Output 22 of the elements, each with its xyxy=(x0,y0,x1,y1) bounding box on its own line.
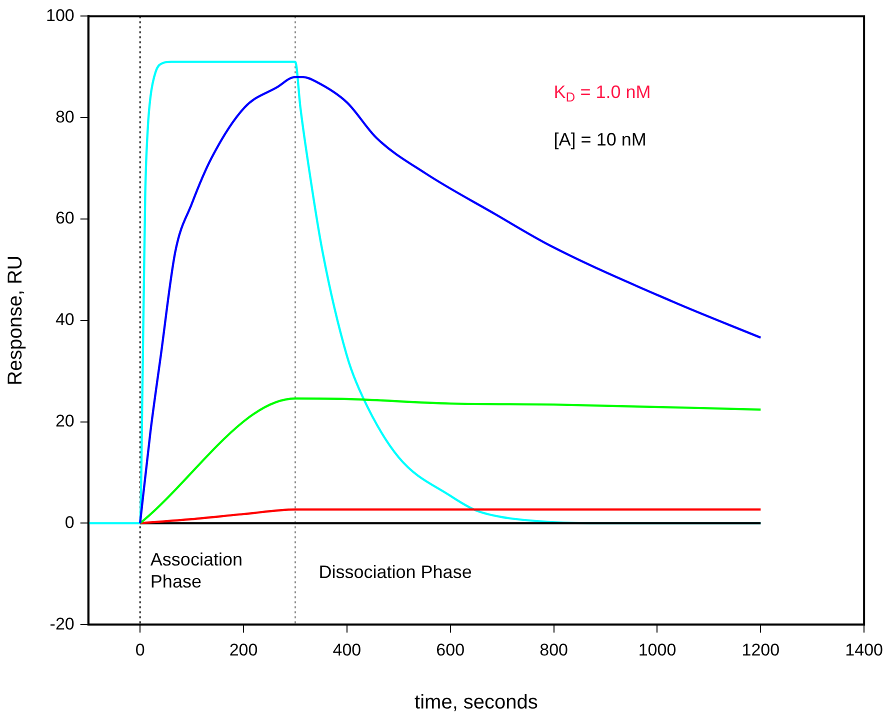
x-axis-title: time, seconds xyxy=(414,692,538,714)
y-tick-label: 60 xyxy=(55,208,74,228)
annotation: Association Phase xyxy=(150,550,242,592)
y-tick-label: 100 xyxy=(46,6,74,25)
line-series xyxy=(138,397,762,524)
x-tick-label: 0 xyxy=(135,640,145,660)
line-series xyxy=(138,508,762,524)
annotation: [A] = 10 nM xyxy=(554,129,646,150)
x-tick-label: 1200 xyxy=(742,640,780,660)
y-tick-label: 40 xyxy=(55,310,74,330)
x-tick-label: 600 xyxy=(436,640,465,660)
x-tick-label: 1400 xyxy=(845,640,884,660)
y-axis-title: Response, RU xyxy=(4,255,27,386)
y-tick-label: 20 xyxy=(55,411,74,430)
y-tick-label: 0 xyxy=(64,512,74,532)
y-tick-label: -20 xyxy=(50,614,74,634)
x-tick-label: 800 xyxy=(540,640,568,660)
x-tick-label: 200 xyxy=(229,640,258,660)
annotation: Dissociation Phase xyxy=(318,562,472,582)
x-tick-label: 1000 xyxy=(638,640,676,660)
y-tick-label: 80 xyxy=(55,107,74,126)
x-tick-label: 400 xyxy=(332,640,362,660)
